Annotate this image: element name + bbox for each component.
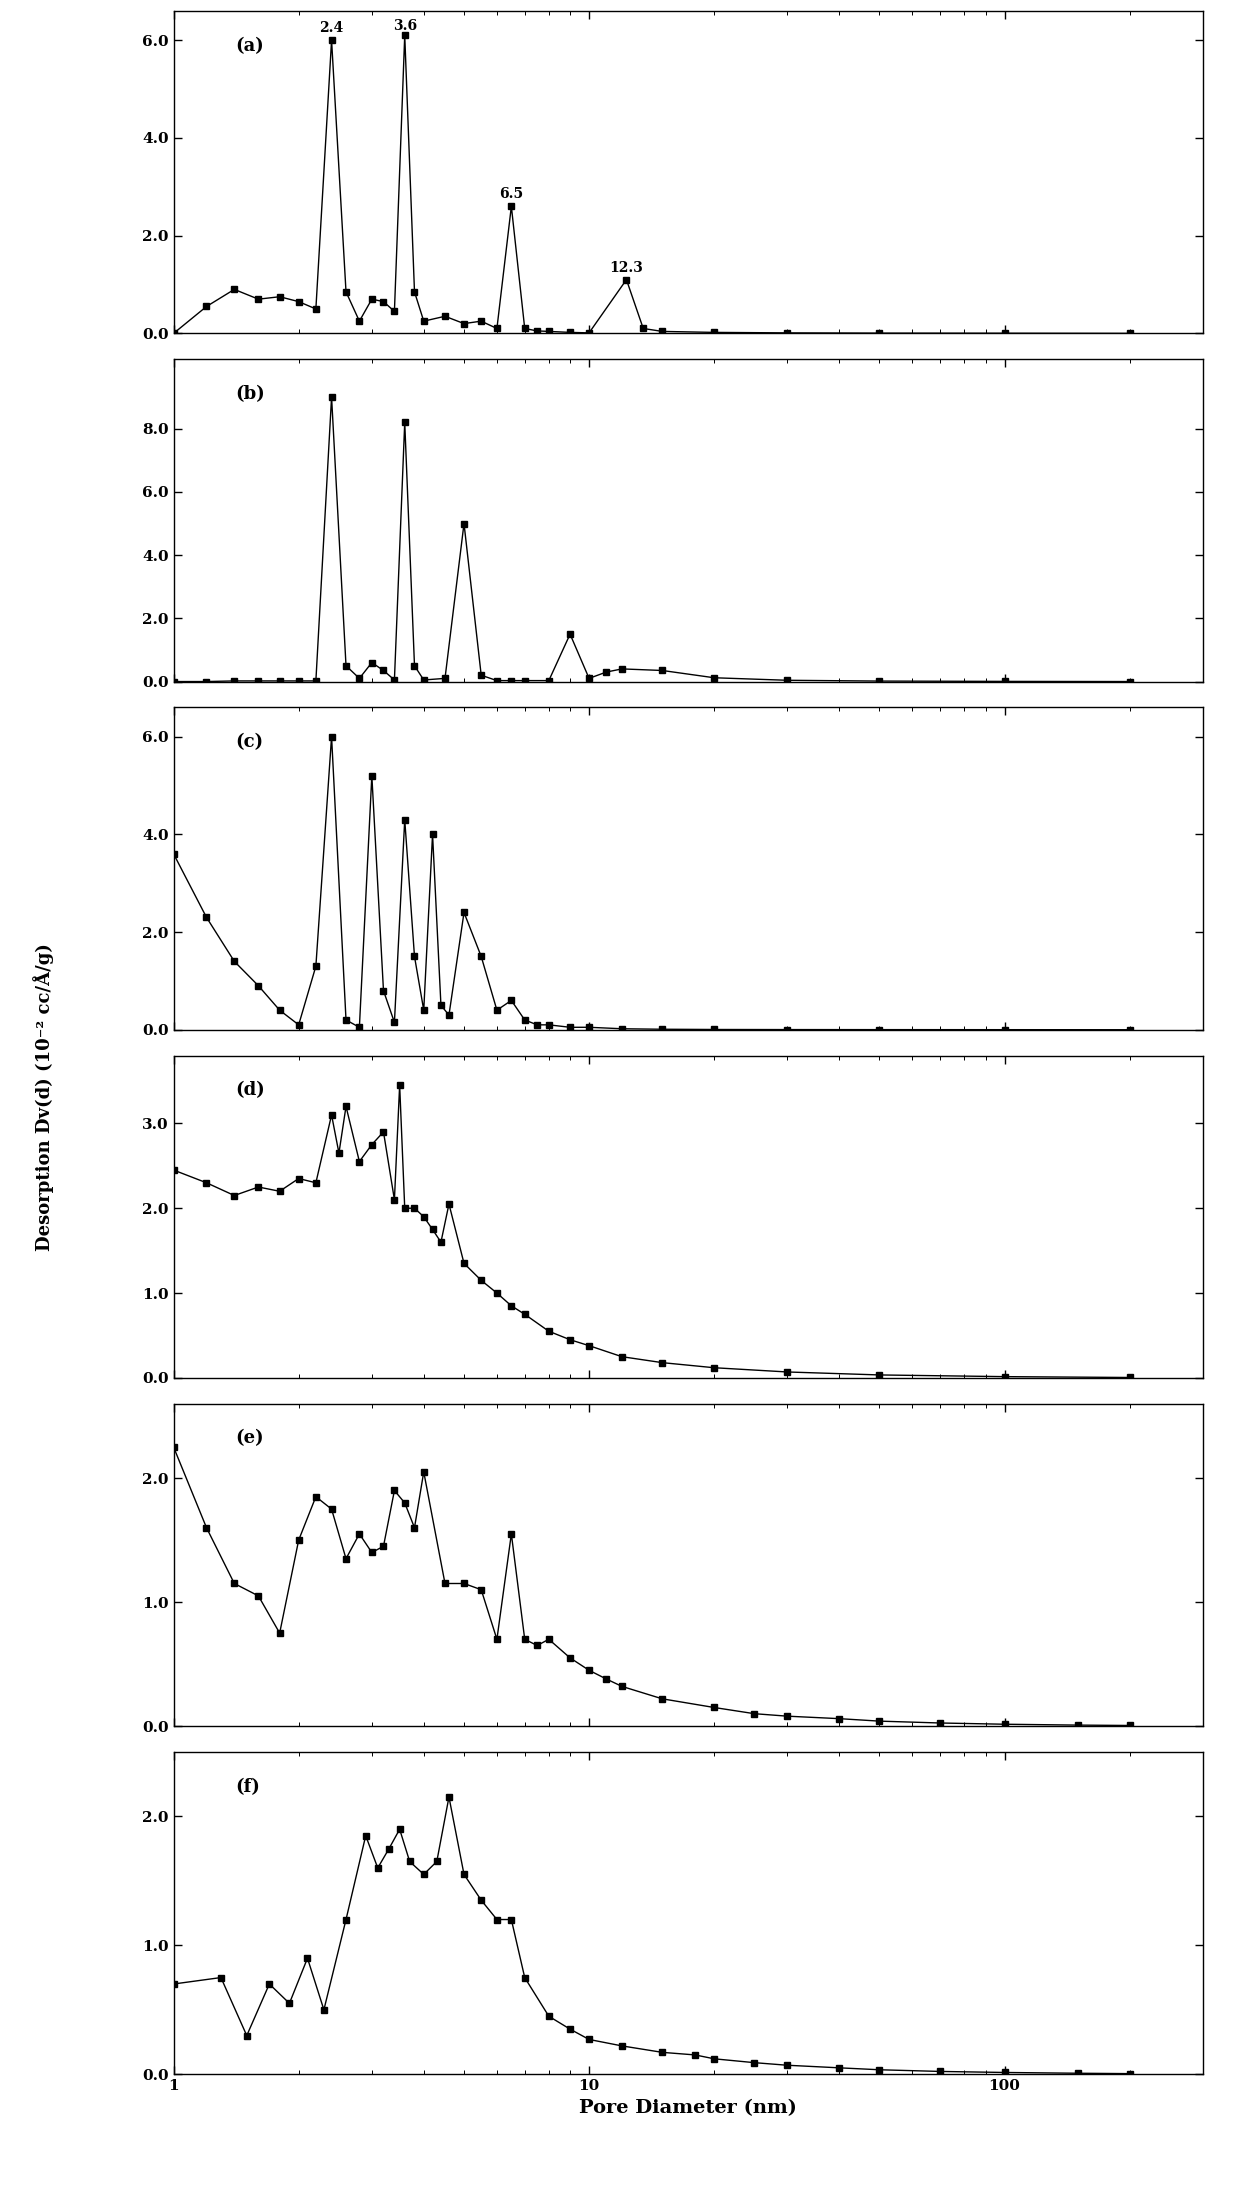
- Text: (e): (e): [236, 1429, 264, 1447]
- Text: (f): (f): [236, 1778, 260, 1796]
- Text: 3.6: 3.6: [393, 20, 417, 33]
- Text: (b): (b): [236, 384, 265, 404]
- Text: (d): (d): [236, 1082, 265, 1100]
- Text: (a): (a): [236, 37, 264, 55]
- Text: 12.3: 12.3: [610, 261, 644, 274]
- Text: Desorption Dv(d) (10⁻² cc/Å/g): Desorption Dv(d) (10⁻² cc/Å/g): [33, 944, 53, 1251]
- Text: 2.4: 2.4: [320, 22, 343, 35]
- Text: 6.5: 6.5: [500, 187, 523, 202]
- Text: (c): (c): [236, 733, 263, 751]
- X-axis label: Pore Diameter (nm): Pore Diameter (nm): [579, 2098, 797, 2116]
